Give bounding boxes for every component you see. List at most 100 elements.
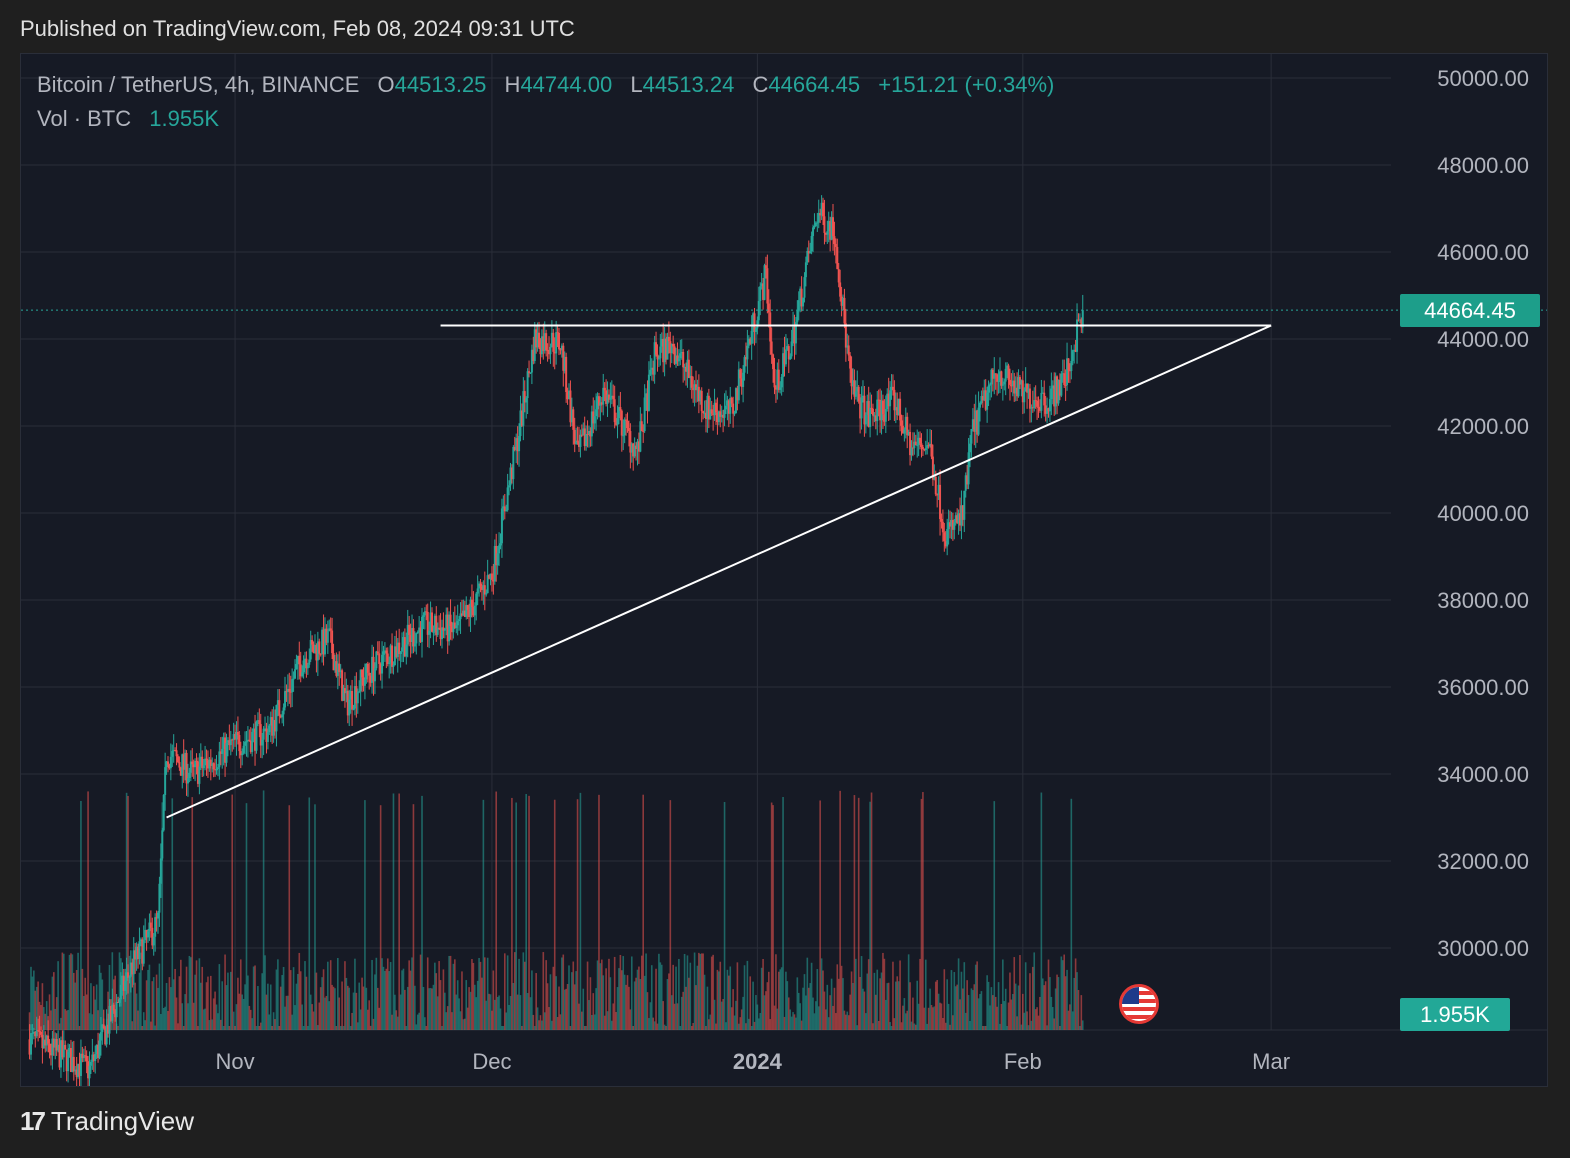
candle-body (737, 369, 740, 401)
tradingview-logo[interactable]: 17 TradingView (20, 1106, 194, 1137)
candle-body (211, 763, 214, 766)
volume-bar (197, 1026, 199, 1030)
candle-body (555, 332, 558, 354)
volume-bar (80, 800, 82, 1030)
candle-body (472, 607, 475, 616)
volume-bar (478, 957, 480, 1030)
volume-bar (956, 984, 958, 1030)
chart-panel[interactable]: 50000.00 48000.00 46000.00 44000.00 42000.00… (20, 53, 1548, 1087)
volume-bar (578, 1003, 580, 1030)
candle-body (762, 283, 765, 300)
volume-bar (258, 1026, 261, 1030)
candle-body (72, 1056, 75, 1072)
volume-bar (713, 999, 716, 1030)
candle-body (95, 1044, 98, 1055)
candle-body (824, 232, 827, 235)
candle-body (819, 212, 822, 216)
us-flag-event-icon[interactable] (1119, 984, 1159, 1024)
symbol-label[interactable]: Bitcoin / TetherUS, 4h, BINANCE (37, 72, 360, 97)
volume-bar (335, 1026, 338, 1030)
volume-label[interactable]: Vol · BTC (37, 106, 132, 131)
candle-body (399, 651, 402, 655)
chart-svg[interactable]: 50000.0048000.0046000.0044000.0042000.00… (21, 54, 1547, 1086)
volume-bar (903, 998, 906, 1030)
volume-bar (889, 1022, 891, 1030)
candle-body (931, 456, 934, 480)
candle-body (421, 616, 424, 642)
candle-body (209, 759, 212, 766)
last-volume-tag: 1.955K (1400, 998, 1510, 1031)
volume-bar (201, 966, 204, 1030)
candle-body (626, 420, 629, 429)
candle-body (102, 1024, 105, 1029)
candle-body (292, 678, 295, 680)
candle-body (977, 407, 980, 435)
volume-bar (836, 964, 839, 1030)
candle-body (282, 707, 285, 715)
candle-body (979, 402, 981, 408)
volume-bar (817, 1006, 820, 1030)
volume-bar (783, 1016, 786, 1030)
tradingview-mark-icon: 17 (20, 1106, 46, 1136)
candle-body (727, 400, 730, 414)
low-value: 44513.24 (642, 72, 735, 97)
volume-bar (780, 967, 783, 1030)
candle-body (812, 227, 815, 236)
candle-body (192, 764, 195, 768)
volume-bar (735, 1000, 737, 1030)
candle-body (526, 371, 529, 399)
candle-body (980, 396, 983, 403)
candle-body (85, 1055, 88, 1062)
volume-bar (769, 1019, 772, 1030)
volume-bar (419, 954, 422, 1030)
candle-body (232, 734, 235, 741)
candle-body (135, 946, 138, 960)
candle-body (261, 739, 264, 746)
candle-body (656, 354, 659, 360)
volume-bar (816, 969, 819, 1030)
volume-bar (847, 1015, 850, 1030)
candle-body (867, 401, 870, 427)
volume-bar (464, 1018, 466, 1030)
volume-bar (118, 952, 121, 1030)
volume-bar (743, 965, 746, 1030)
volume-bar (601, 959, 603, 1030)
candle-body (478, 583, 481, 589)
candle-body (991, 369, 994, 379)
candle-body (1076, 319, 1079, 352)
candle-body (820, 202, 823, 216)
candle-body (672, 343, 675, 347)
candle-body (470, 599, 473, 608)
volume-bar (989, 1005, 991, 1030)
candle-body (827, 221, 830, 232)
candle-body (817, 212, 820, 223)
volume-bar (289, 970, 292, 1030)
candle-body (773, 369, 776, 388)
volume-bar (414, 985, 416, 1030)
candle-body (373, 668, 376, 682)
volume-bar (970, 988, 973, 1030)
candle-body (422, 615, 425, 617)
candle-body (322, 629, 325, 655)
candle-body (353, 686, 356, 709)
candle-body (198, 766, 201, 784)
open-label: O (377, 72, 395, 97)
candle-body (969, 443, 972, 453)
volume-bar (95, 984, 98, 1030)
volume-bar (893, 1018, 896, 1030)
volume-bar (428, 988, 430, 1030)
volume-bar (305, 976, 308, 1030)
candle-body (409, 634, 412, 642)
candle-body (957, 513, 960, 524)
candle-body (108, 1006, 111, 1034)
volume-bar (572, 961, 575, 1030)
volume-bar (840, 965, 843, 1030)
volume-bar (1032, 966, 1034, 1030)
volume-bar (742, 996, 744, 1030)
candle-body (639, 421, 642, 452)
volume-bar (758, 1018, 760, 1030)
candle-body (178, 762, 181, 768)
volume-bar (542, 952, 545, 1030)
candle-body (573, 429, 576, 444)
volume-bar (533, 1026, 536, 1030)
